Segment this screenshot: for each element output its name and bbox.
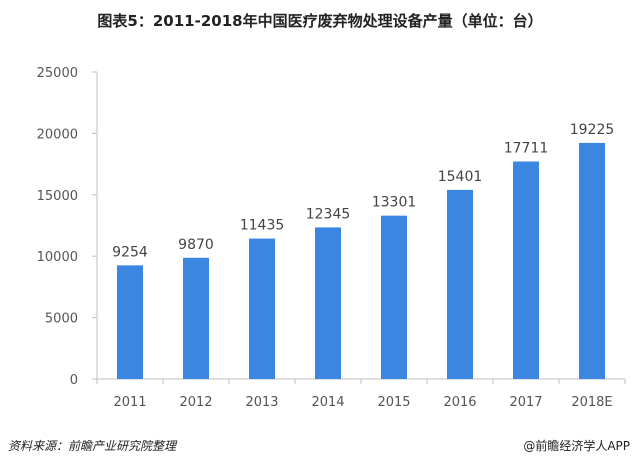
x-tick-label: 2016	[443, 395, 476, 410]
bar	[249, 238, 275, 379]
brand-credit: @前瞻经济学人APP	[523, 439, 630, 453]
source-note: 资料来源：前瞻产业研究院整理	[8, 439, 177, 453]
y-tick-label: 25000	[37, 66, 78, 81]
data-label: 13301	[372, 195, 417, 211]
data-label: 15401	[438, 169, 483, 185]
x-tick-label: 2015	[377, 395, 410, 410]
data-label: 9870	[178, 237, 214, 253]
bar	[513, 161, 539, 379]
data-label: 12345	[306, 206, 351, 222]
bar	[183, 257, 209, 379]
data-label: 19225	[570, 122, 615, 138]
x-tick-label: 2014	[311, 395, 344, 410]
y-tick-label: 15000	[37, 189, 78, 204]
bar	[117, 265, 143, 379]
data-label: 11435	[240, 218, 285, 234]
bar	[447, 189, 473, 379]
x-tick-label: 2012	[179, 395, 212, 410]
x-tick-label: 2018E	[571, 395, 612, 410]
bar	[381, 215, 407, 379]
data-label: 17711	[504, 141, 549, 157]
y-tick-label: 0	[70, 373, 78, 388]
bar	[579, 142, 605, 379]
y-tick-label: 5000	[45, 312, 78, 327]
x-tick-label: 2017	[509, 395, 542, 410]
y-tick-label: 20000	[37, 127, 78, 142]
data-label: 9254	[112, 244, 148, 260]
y-tick-label: 10000	[37, 250, 78, 265]
x-tick-label: 2013	[245, 395, 278, 410]
bar	[315, 227, 341, 379]
x-tick-label: 2011	[113, 395, 146, 410]
chart-title: 图表5：2011-2018年中国医疗废弃物处理设备产量（单位：台）	[97, 12, 543, 30]
